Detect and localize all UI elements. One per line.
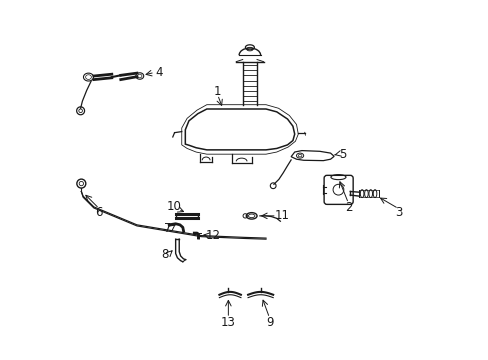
Text: 5: 5 <box>338 148 346 161</box>
Text: 10: 10 <box>167 201 182 213</box>
Text: 13: 13 <box>221 315 235 329</box>
Text: 7: 7 <box>164 222 171 235</box>
Text: 3: 3 <box>394 207 402 220</box>
Text: 9: 9 <box>265 315 273 329</box>
Text: 6: 6 <box>95 207 103 220</box>
Text: 1: 1 <box>213 85 221 98</box>
Text: 8: 8 <box>161 248 168 261</box>
Text: 12: 12 <box>205 229 221 242</box>
Text: 4: 4 <box>156 66 163 79</box>
Text: 11: 11 <box>274 210 289 222</box>
Text: 2: 2 <box>344 201 351 214</box>
